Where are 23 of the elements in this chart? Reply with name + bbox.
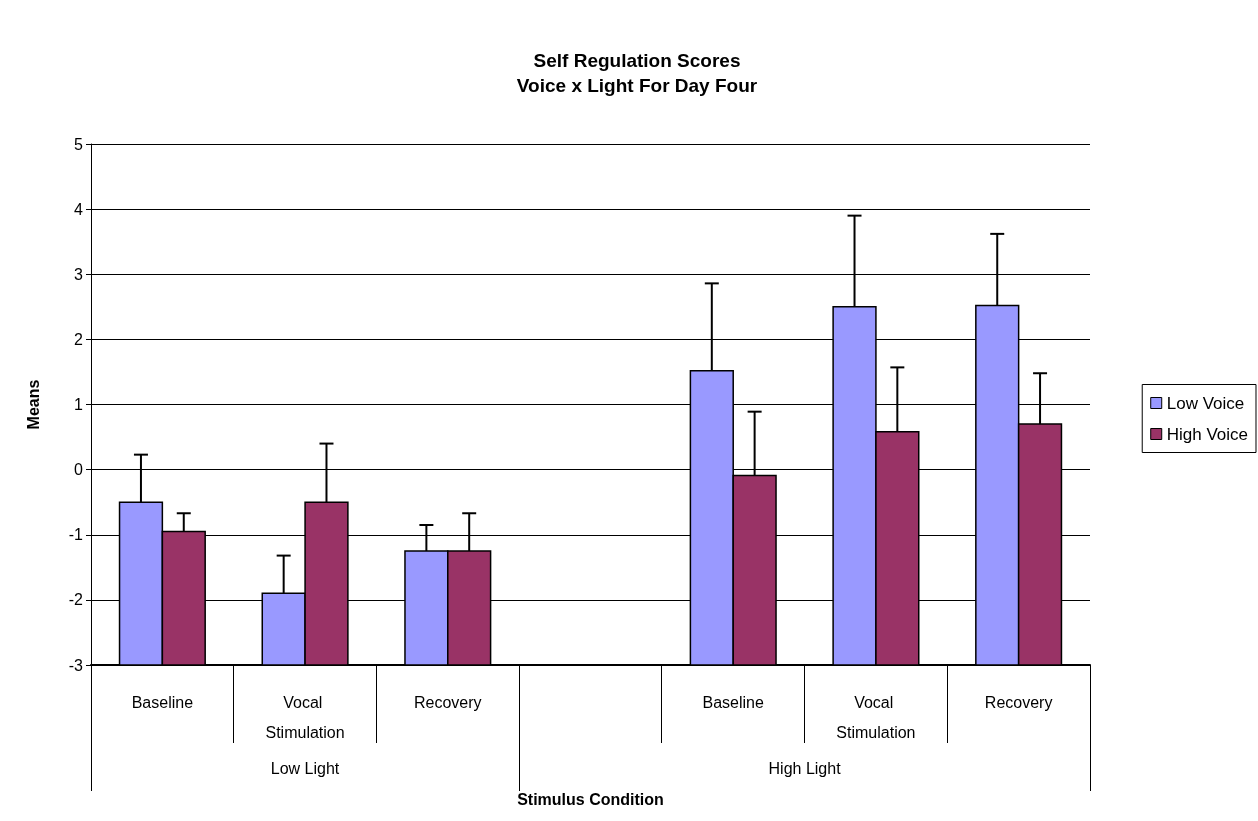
y-tick-label: 2	[74, 330, 84, 348]
y-tick-label: 3	[74, 265, 84, 283]
y-axis-title: Means	[24, 379, 42, 430]
y-tick-label: 5	[74, 135, 84, 153]
y-tick-label: 4	[74, 200, 84, 218]
y-tick-label: 0	[74, 461, 84, 479]
x-tick-label: Baseline	[131, 693, 194, 711]
y-tick-label: -3	[68, 656, 84, 674]
text: Low Light	[270, 759, 340, 777]
text: High Light	[768, 759, 842, 777]
x-tick-label: Vocal Stimulation	[265, 693, 345, 741]
chart-subtitle: Voice x Light For Day Four	[516, 75, 758, 96]
y-tick-label: -1	[68, 526, 84, 544]
legend-label: Low Voice	[1166, 393, 1245, 413]
x-tick-label: Recovery	[984, 693, 1053, 711]
x-tick-label: Baseline	[702, 693, 764, 711]
y-tick-label: 1	[74, 396, 84, 413]
y-tick-label: -2	[68, 591, 84, 609]
x-tick-label: Vocal Stimulation	[836, 693, 916, 741]
chart-title: Self Regulation Scores	[533, 50, 741, 71]
x-tick-label: Recovery	[414, 693, 482, 711]
legend-label: High Voice	[1166, 424, 1249, 444]
x-axis-title: Stimulus Condition	[517, 790, 664, 808]
